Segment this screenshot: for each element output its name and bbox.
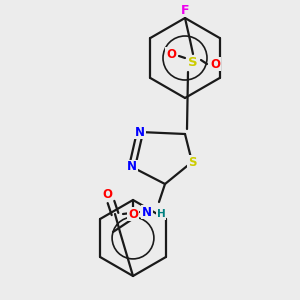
Text: N: N (135, 125, 145, 139)
Text: F: F (181, 4, 189, 16)
Text: O: O (128, 208, 138, 220)
Text: O: O (166, 47, 176, 61)
Text: S: S (188, 155, 196, 169)
Text: H: H (157, 209, 165, 219)
Text: N: N (142, 206, 152, 218)
Text: O: O (210, 58, 220, 70)
Text: N: N (127, 160, 137, 173)
Text: O: O (102, 188, 112, 200)
Text: S: S (188, 56, 198, 68)
